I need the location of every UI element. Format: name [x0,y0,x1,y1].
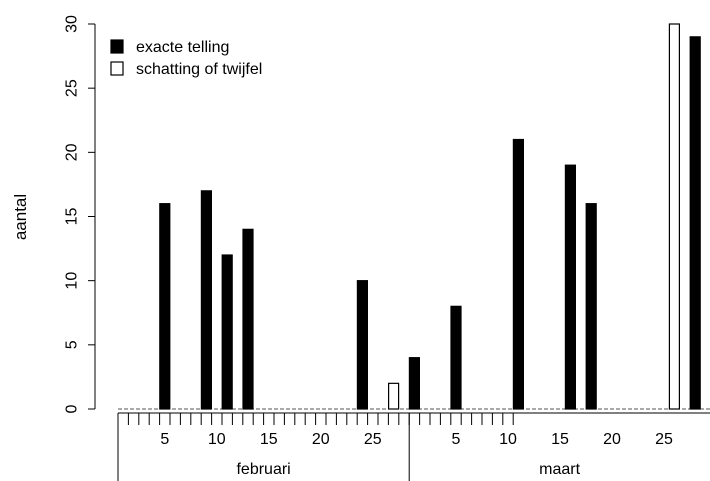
y-axis: 0 5 10 15 20 25 30 [64,15,96,413]
x-tick-label: 15 [260,431,278,448]
y-tick-label: 5 [64,340,81,349]
bar [200,190,212,410]
x-tick-label: 25 [655,431,673,448]
legend-label: schatting of twijfel [136,61,262,78]
bar [242,228,254,410]
bar [668,23,681,410]
bars [118,23,710,410]
bar [512,138,525,410]
y-tick-label: 20 [64,143,81,161]
x-tick-label: 10 [499,431,517,448]
x-month-label: februari [236,461,290,478]
bar [585,203,597,410]
bar [356,280,368,410]
legend-swatch [110,39,124,54]
bar [159,203,171,410]
legend-label: exacte telling [136,39,229,56]
legend-swatch [110,61,124,76]
x-tick-label: 25 [364,431,382,448]
legend: exacte telling schatting of twijfel [110,39,262,78]
x-tick-label: 15 [551,431,569,448]
x-month-label: maart [539,461,580,478]
y-axis-label: aantal [11,194,30,240]
y-tick-label: 15 [64,208,81,226]
bar [689,36,701,410]
y-tick-label: 0 [64,404,81,413]
x-axis: 5 10 15 20 25 februari 5 10 15 20 25 maart [117,412,710,481]
y-tick-label: 25 [64,79,81,97]
x-tick-label: 20 [312,431,330,448]
x-tick-label: 20 [603,431,621,448]
bar [408,357,420,410]
x-tick-label: 5 [160,431,169,448]
y-tick-label: 30 [64,15,81,33]
bar [450,305,462,410]
bar [564,164,577,410]
x-tick-label: 10 [208,431,226,448]
y-tick-label: 10 [64,272,81,290]
bar [221,254,233,410]
bar [388,382,400,410]
x-tick-label: 5 [452,431,461,448]
